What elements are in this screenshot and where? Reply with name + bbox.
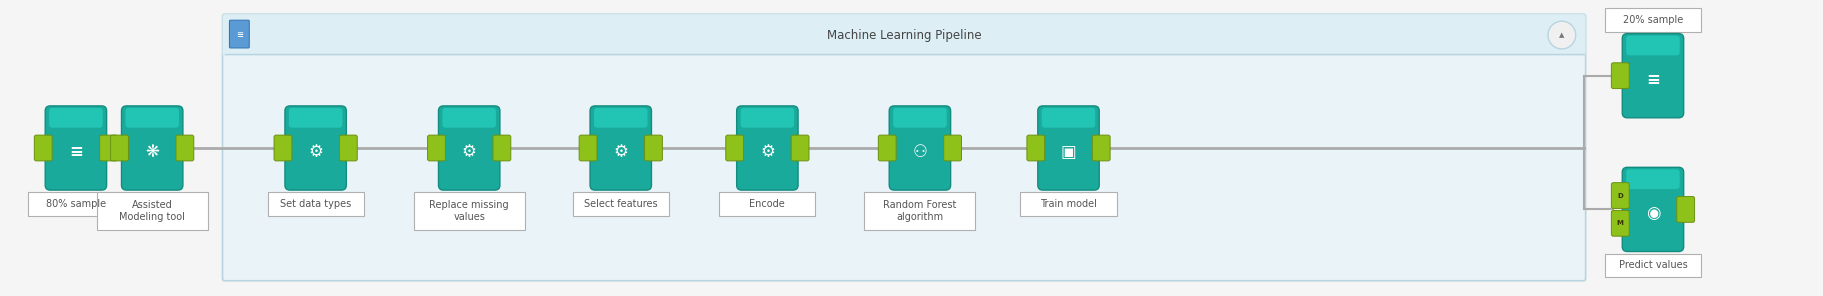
Text: ≡: ≡ — [1646, 71, 1661, 89]
FancyBboxPatch shape — [100, 135, 117, 161]
FancyBboxPatch shape — [439, 106, 500, 190]
FancyBboxPatch shape — [177, 135, 193, 161]
Text: Predict values: Predict values — [1619, 260, 1688, 270]
FancyBboxPatch shape — [97, 192, 208, 230]
FancyBboxPatch shape — [1604, 253, 1701, 277]
FancyBboxPatch shape — [736, 106, 798, 190]
FancyBboxPatch shape — [222, 14, 1586, 56]
FancyBboxPatch shape — [428, 135, 445, 161]
Text: Machine Learning Pipeline: Machine Learning Pipeline — [828, 29, 981, 41]
FancyBboxPatch shape — [339, 135, 357, 161]
FancyBboxPatch shape — [594, 108, 647, 128]
Text: ⚙: ⚙ — [308, 143, 323, 161]
Text: Assisted
Modeling tool: Assisted Modeling tool — [118, 200, 186, 222]
FancyBboxPatch shape — [27, 192, 124, 216]
FancyBboxPatch shape — [720, 192, 815, 216]
FancyBboxPatch shape — [122, 106, 182, 190]
Text: ≡: ≡ — [235, 30, 242, 40]
FancyBboxPatch shape — [1021, 192, 1116, 216]
Text: Set data types: Set data types — [281, 199, 352, 209]
Text: ▣: ▣ — [1061, 143, 1076, 161]
FancyBboxPatch shape — [791, 135, 809, 161]
FancyBboxPatch shape — [1037, 106, 1099, 190]
Circle shape — [1548, 21, 1575, 49]
FancyBboxPatch shape — [268, 192, 365, 216]
Text: Select features: Select features — [583, 199, 658, 209]
Text: ⚇: ⚇ — [913, 143, 928, 161]
FancyBboxPatch shape — [1677, 197, 1695, 222]
FancyBboxPatch shape — [46, 106, 106, 190]
FancyBboxPatch shape — [1612, 63, 1630, 89]
Text: ⚙: ⚙ — [760, 143, 775, 161]
FancyBboxPatch shape — [1626, 169, 1679, 189]
Text: ≡: ≡ — [69, 143, 82, 161]
FancyBboxPatch shape — [726, 135, 744, 161]
Text: D: D — [1617, 193, 1622, 199]
FancyBboxPatch shape — [1041, 108, 1096, 128]
FancyBboxPatch shape — [572, 192, 669, 216]
FancyBboxPatch shape — [944, 135, 961, 161]
FancyBboxPatch shape — [230, 20, 250, 48]
FancyBboxPatch shape — [126, 108, 179, 128]
FancyBboxPatch shape — [492, 135, 510, 161]
Text: Encode: Encode — [749, 199, 786, 209]
Text: ▲: ▲ — [1559, 32, 1564, 38]
Text: ◉: ◉ — [1646, 204, 1661, 222]
Text: ⚙: ⚙ — [461, 143, 476, 161]
Text: 80% sample: 80% sample — [46, 199, 106, 209]
FancyBboxPatch shape — [1626, 36, 1679, 55]
FancyBboxPatch shape — [284, 106, 346, 190]
FancyBboxPatch shape — [740, 108, 795, 128]
FancyBboxPatch shape — [443, 108, 496, 128]
Text: Replace missing
values: Replace missing values — [430, 200, 509, 222]
FancyBboxPatch shape — [414, 192, 525, 230]
FancyBboxPatch shape — [645, 135, 662, 161]
Text: 20% sample: 20% sample — [1622, 15, 1683, 25]
FancyBboxPatch shape — [1612, 183, 1630, 208]
FancyBboxPatch shape — [1612, 210, 1630, 236]
FancyBboxPatch shape — [288, 108, 343, 128]
FancyBboxPatch shape — [580, 135, 596, 161]
FancyBboxPatch shape — [591, 106, 651, 190]
FancyBboxPatch shape — [1622, 33, 1684, 118]
FancyBboxPatch shape — [273, 135, 292, 161]
FancyBboxPatch shape — [893, 108, 946, 128]
Text: Random Forest
algorithm: Random Forest algorithm — [882, 200, 957, 222]
FancyBboxPatch shape — [111, 135, 128, 161]
Text: Train model: Train model — [1041, 199, 1097, 209]
FancyBboxPatch shape — [35, 135, 53, 161]
FancyBboxPatch shape — [1026, 135, 1045, 161]
Text: M: M — [1617, 220, 1624, 226]
FancyBboxPatch shape — [1092, 135, 1110, 161]
Text: ⚙: ⚙ — [613, 143, 629, 161]
FancyBboxPatch shape — [222, 14, 1586, 281]
Text: ❋: ❋ — [146, 143, 159, 161]
FancyBboxPatch shape — [864, 192, 975, 230]
FancyBboxPatch shape — [890, 106, 950, 190]
FancyBboxPatch shape — [1622, 167, 1684, 252]
FancyBboxPatch shape — [1604, 8, 1701, 32]
FancyBboxPatch shape — [879, 135, 897, 161]
FancyBboxPatch shape — [49, 108, 102, 128]
